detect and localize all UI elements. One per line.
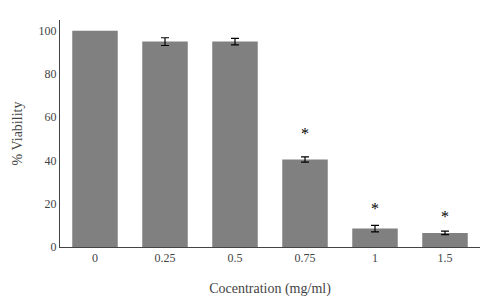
svg-text:60: 60 — [45, 110, 57, 124]
svg-text:1: 1 — [372, 251, 378, 265]
svg-text:Cocentration (mg/ml): Cocentration (mg/ml) — [209, 281, 331, 297]
svg-text:0: 0 — [51, 240, 57, 254]
svg-text:*: * — [441, 208, 449, 225]
svg-text:80: 80 — [45, 67, 57, 81]
svg-text:*: * — [301, 125, 309, 142]
svg-text:1.5: 1.5 — [438, 251, 453, 265]
svg-text:0.5: 0.5 — [228, 251, 243, 265]
svg-text:0.75: 0.75 — [295, 251, 316, 265]
svg-text:100: 100 — [39, 24, 57, 38]
svg-text:% Viability: % Viability — [10, 102, 25, 166]
svg-text:20: 20 — [45, 197, 57, 211]
svg-text:0: 0 — [92, 251, 98, 265]
svg-text:0.25: 0.25 — [155, 251, 176, 265]
svg-text:40: 40 — [45, 154, 57, 168]
svg-text:*: * — [371, 200, 379, 217]
